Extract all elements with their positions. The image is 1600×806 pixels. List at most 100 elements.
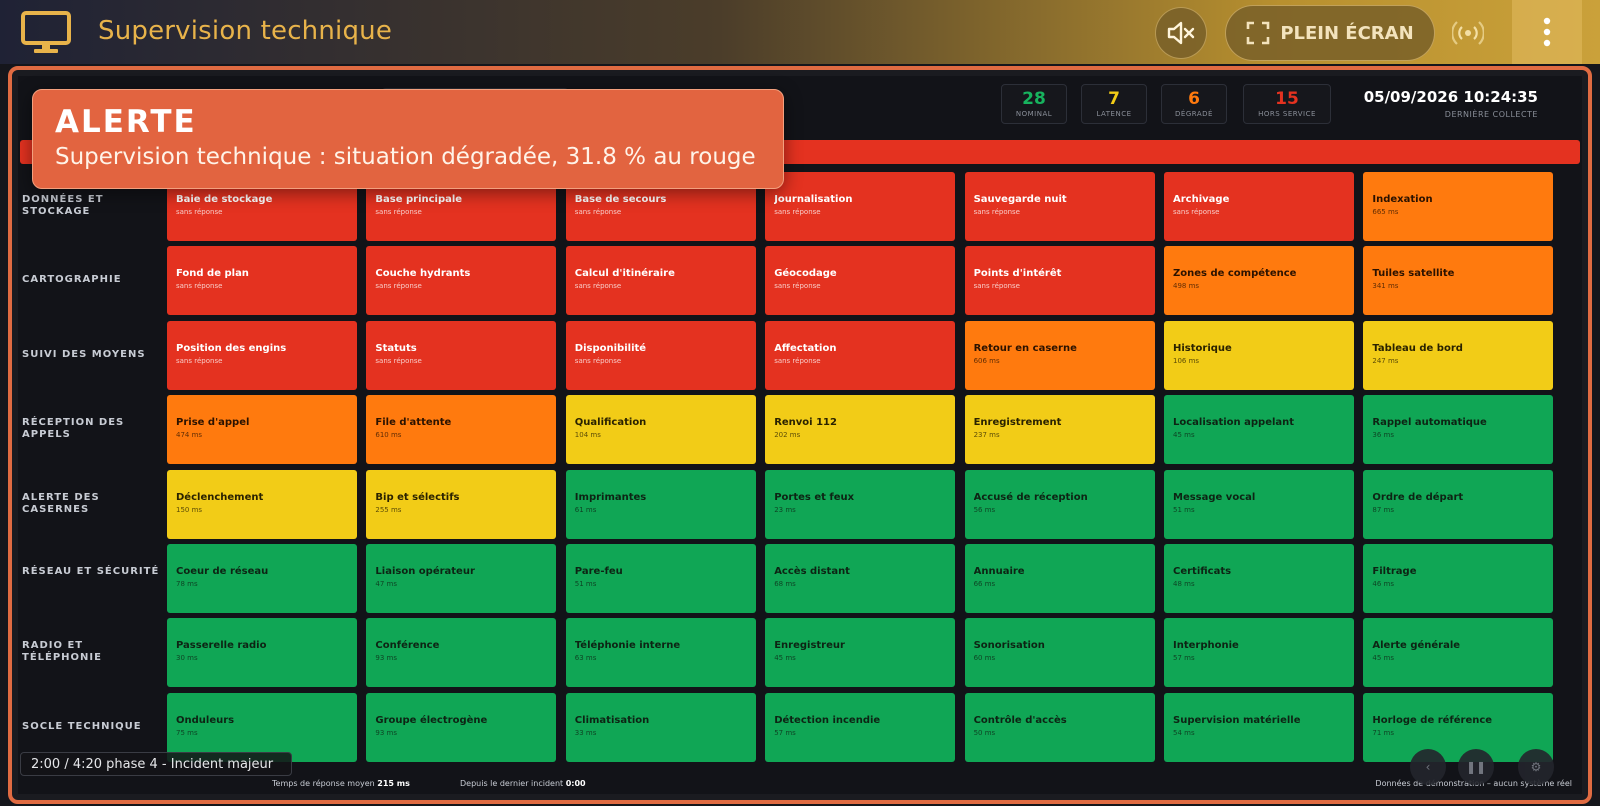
- row-label: CARTOGRAPHIE: [22, 274, 122, 286]
- service-tile[interactable]: Certificats 48 ms: [1164, 544, 1354, 613]
- service-tile[interactable]: Points d'intérêt sans réponse: [964, 246, 1155, 316]
- dashboard-header: 28 NOMINAL 7 LATENCE 6 DÉGRADÉ 15 HORS SERVICE …: [18, 76, 1582, 138]
- service-tile[interactable]: Imprimantes 61 ms: [565, 469, 756, 539]
- service-name: Onduleurs: [176, 714, 235, 726]
- service-tile[interactable]: Qualification 104 ms: [565, 395, 756, 465]
- service-tile[interactable]: Filtrage 46 ms: [1363, 544, 1554, 613]
- service-tile[interactable]: Accusé de réception 56 ms: [964, 469, 1155, 539]
- service-tile[interactable]: Localisation appelant 45 ms: [1164, 395, 1354, 465]
- service-tile[interactable]: File d'attente 610 ms: [366, 395, 557, 465]
- mute-button[interactable]: [1155, 7, 1207, 59]
- service-name: Sauvegarde nuit: [973, 194, 1067, 205]
- service-tile[interactable]: Pare-feu 51 ms: [565, 544, 756, 613]
- avg-response-label: Temps de réponse moyen: [272, 779, 375, 788]
- service-name: File d'attente: [375, 417, 452, 429]
- service-tile[interactable]: Prise d'appel 474 ms: [167, 395, 357, 465]
- service-tile[interactable]: Indexation 665 ms: [1363, 172, 1554, 241]
- service-tile[interactable]: Accès distant 68 ms: [765, 544, 956, 613]
- service-tile[interactable]: Renvoi 112 202 ms: [765, 395, 956, 465]
- service-tile[interactable]: Journalisation sans réponse: [765, 172, 956, 241]
- service-tile[interactable]: Couche hydrants sans réponse: [366, 246, 557, 316]
- service-name: Rappel automatique: [1372, 417, 1487, 429]
- service-name: Zones de compétence: [1173, 268, 1297, 280]
- service-response: sans réponse: [176, 356, 223, 365]
- service-tile[interactable]: Historique 106 ms: [1164, 320, 1354, 390]
- service-tile[interactable]: Contrôle d'accès 50 ms: [964, 692, 1155, 762]
- service-tile[interactable]: Affectation sans réponse: [765, 320, 956, 390]
- dashboard: 28 NOMINAL 7 LATENCE 6 DÉGRADÉ 15 HORS SERVICE …: [18, 76, 1582, 794]
- service-tile[interactable]: Enregistrement 237 ms: [964, 395, 1155, 465]
- service-response: 47 ms: [375, 580, 397, 588]
- service-name: Base de secours: [574, 194, 667, 205]
- service-name: Ordre de départ: [1372, 491, 1464, 503]
- service-response: 36 ms: [1372, 431, 1394, 440]
- service-name: Téléphonie interne: [574, 640, 681, 652]
- counter-2: 6 DÉGRADÉ: [1161, 84, 1227, 124]
- service-tile[interactable]: Groupe électrogène 93 ms: [366, 692, 557, 762]
- service-response: 247 ms: [1372, 356, 1399, 365]
- service-name: Journalisation: [774, 194, 853, 205]
- service-tile[interactable]: Fond de plan sans réponse: [167, 246, 357, 316]
- service-tile[interactable]: Sauvegarde nuit sans réponse: [964, 172, 1155, 241]
- dashboard-footer: Temps de réponse moyen 215 ms Depuis le …: [18, 776, 1582, 794]
- settings-button[interactable]: ⚙: [1518, 749, 1554, 785]
- service-name: Alerte générale: [1372, 640, 1461, 652]
- avg-response-value: 215 ms: [377, 779, 410, 788]
- service-tile[interactable]: Tableau de bord 247 ms: [1363, 320, 1554, 390]
- service-tile[interactable]: Passerelle radio 30 ms: [167, 618, 357, 688]
- service-tile[interactable]: Portes et feux 23 ms: [765, 469, 956, 539]
- service-tile[interactable]: Onduleurs 75 ms: [167, 692, 357, 762]
- service-tile[interactable]: Position des engins sans réponse: [167, 320, 357, 390]
- service-response: sans réponse: [176, 282, 223, 291]
- service-name: Accès distant: [774, 566, 850, 577]
- service-tile[interactable]: Géocodage sans réponse: [765, 246, 956, 316]
- service-response: 56 ms: [973, 505, 996, 514]
- service-response: sans réponse: [973, 208, 1020, 216]
- service-tile[interactable]: Zones de compétence 498 ms: [1164, 246, 1354, 316]
- previous-button[interactable]: ‹: [1410, 749, 1446, 785]
- service-tile[interactable]: Sonorisation 60 ms: [964, 618, 1155, 688]
- service-tile[interactable]: Conférence 93 ms: [366, 618, 557, 688]
- service-tile[interactable]: Message vocal 51 ms: [1164, 469, 1354, 539]
- fullscreen-button[interactable]: PLEIN ÉCRAN: [1225, 5, 1435, 61]
- service-name: Certificats: [1173, 566, 1232, 577]
- service-tile[interactable]: Ordre de départ 87 ms: [1363, 469, 1554, 539]
- service-tile[interactable]: Disponibilité sans réponse: [565, 320, 756, 390]
- alert-toast[interactable]: ALERTE Supervision technique : situation…: [32, 89, 784, 189]
- service-response: 606 ms: [973, 356, 1000, 365]
- service-tile[interactable]: Liaison opérateur 47 ms: [366, 544, 557, 613]
- service-tile[interactable]: Retour en caserne 606 ms: [964, 320, 1155, 390]
- service-tile[interactable]: Calcul d'itinéraire sans réponse: [565, 246, 756, 316]
- service-name: Pare-feu: [574, 566, 623, 577]
- service-tile[interactable]: Alerte générale 45 ms: [1363, 618, 1554, 688]
- service-response: 51 ms: [1173, 505, 1195, 514]
- service-tile[interactable]: Tuiles satellite 341 ms: [1363, 246, 1554, 316]
- service-tile[interactable]: Enregistreur 45 ms: [765, 618, 956, 688]
- service-tile[interactable]: Horloge de référence 71 ms: [1363, 692, 1554, 762]
- service-name: Liaison opérateur: [375, 566, 475, 577]
- since-incident-label: Depuis le dernier incident: [460, 779, 564, 788]
- service-tile[interactable]: Téléphonie interne 63 ms: [565, 618, 756, 688]
- pause-button[interactable]: ❚❚: [1458, 749, 1494, 785]
- service-tile[interactable]: Bip et sélectifs 255 ms: [366, 469, 557, 539]
- service-tile[interactable]: Annuaire 66 ms: [964, 544, 1155, 613]
- broadcast-icon[interactable]: [1452, 17, 1484, 49]
- service-tile[interactable]: Coeur de réseau 78 ms: [167, 544, 357, 613]
- service-tile[interactable]: Interphonie 57 ms: [1164, 618, 1354, 688]
- service-response: 610 ms: [375, 431, 402, 440]
- counter-value: 15: [1275, 89, 1299, 109]
- pause-icon: ❚❚: [1465, 760, 1487, 774]
- service-name: Bip et sélectifs: [375, 491, 460, 503]
- service-tile[interactable]: Rappel automatique 36 ms: [1363, 395, 1554, 465]
- service-response: 23 ms: [774, 505, 796, 514]
- speaker-muted-icon: [1167, 21, 1195, 45]
- service-tile[interactable]: Supervision matérielle 54 ms: [1164, 692, 1354, 762]
- menu-button[interactable]: [1512, 0, 1582, 64]
- kebab-menu-icon: [1543, 17, 1551, 47]
- service-tile[interactable]: Détection incendie 57 ms: [765, 692, 956, 762]
- service-tile[interactable]: Archivage sans réponse: [1164, 172, 1354, 241]
- service-tile[interactable]: Déclenchement 150 ms: [167, 469, 357, 539]
- service-tile[interactable]: Statuts sans réponse: [366, 320, 557, 390]
- service-response: 45 ms: [774, 654, 796, 663]
- service-tile[interactable]: Climatisation 33 ms: [565, 692, 756, 762]
